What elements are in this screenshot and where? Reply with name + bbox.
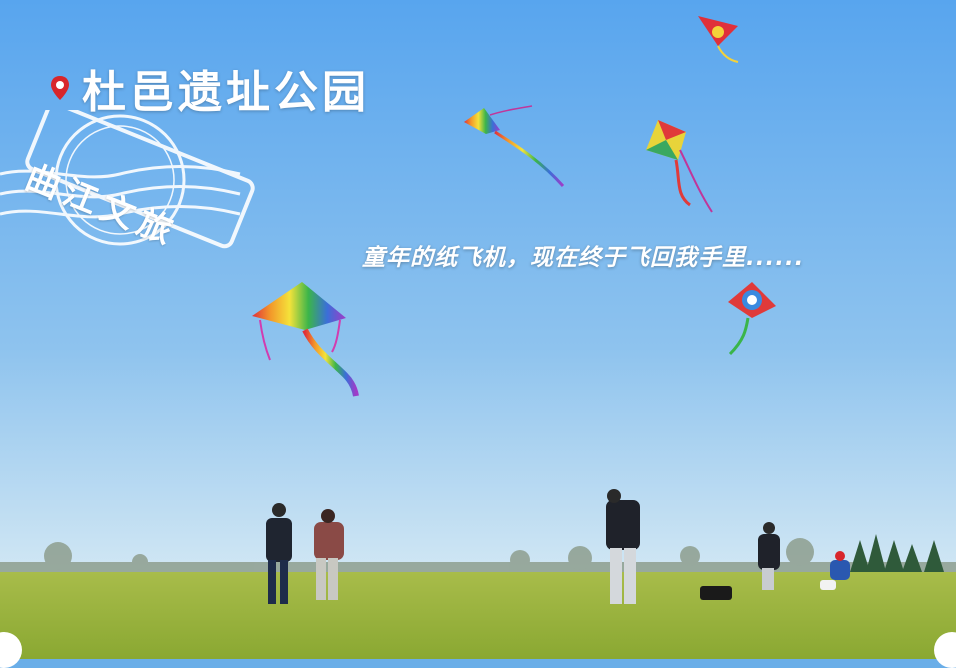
person-brown-coat [314,509,344,600]
bag-on-grass [700,586,732,600]
white-bag [820,580,836,590]
evergreen-trees [850,534,944,572]
kite-cartoon [728,282,776,356]
corner-decoration-right [934,632,956,668]
caption-text: 童年的纸飞机，现在终于飞回我手里...... [362,245,805,271]
child [830,551,850,580]
location-header: 杜邑遗址公园 [50,56,370,120]
person-flying-kite [606,489,640,604]
kite-red-top [698,16,739,63]
person-dark-coat [266,503,292,604]
kite-rainbow-small [464,105,565,187]
person-right [758,522,780,590]
location-title: 杜邑遗址公园 [82,67,370,118]
kite-rainbow-large [252,282,359,397]
postmark-stamp [0,110,255,249]
kite-diamond [646,120,713,213]
map-pin-icon [51,76,69,100]
